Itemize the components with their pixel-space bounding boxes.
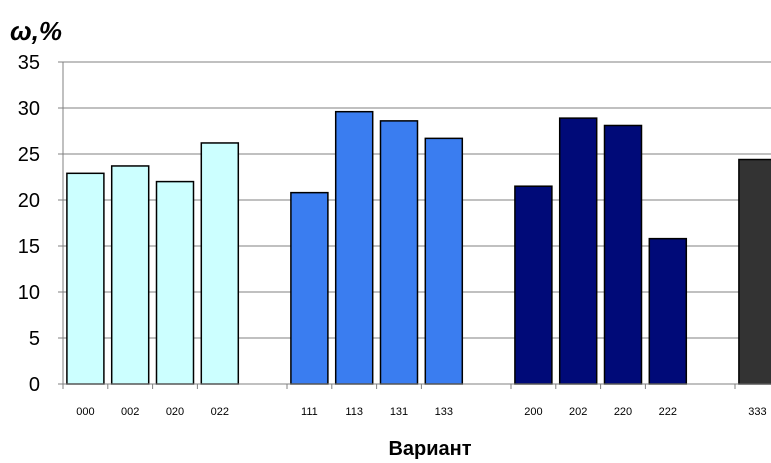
x-tick-label-000: 000 <box>76 406 94 418</box>
bar-133 <box>424 137 464 385</box>
bar-020 <box>155 180 195 385</box>
y-tick-label: 35 <box>18 52 40 74</box>
y-tick-label: 25 <box>18 144 40 166</box>
x-tick-label-111: 111 <box>301 406 318 418</box>
x-tick-label-222: 222 <box>659 406 677 418</box>
y-axis-label: ω,% <box>10 16 62 46</box>
x-tick-label-020: 020 <box>166 406 184 418</box>
x-axis-ticks: 000 002 020 022 111 113 131 133 200 202 220 222 333 <box>62 384 767 418</box>
x-axis-label: Вариант <box>388 438 471 460</box>
y-tick-label: 15 <box>18 236 40 258</box>
y-tick-label: 0 <box>29 374 40 396</box>
x-tick-label-220: 220 <box>614 406 632 418</box>
bar-131 <box>379 120 419 385</box>
bar-202 <box>558 117 598 385</box>
y-axis-ticks: 0 5 10 15 20 25 30 35 <box>18 52 63 396</box>
bar-022 <box>200 142 240 385</box>
x-tick-label-133: 133 <box>435 406 453 418</box>
bar-002 <box>110 165 150 385</box>
x-tick-label-022: 022 <box>211 406 229 418</box>
x-tick-label-002: 002 <box>121 406 139 418</box>
bar-111 <box>290 191 329 385</box>
bar-113 <box>334 110 374 385</box>
x-tick-label-200: 200 <box>524 406 542 418</box>
bar-222 <box>648 237 688 385</box>
x-tick-label-333: 333 <box>748 406 766 418</box>
x-tick-label-202: 202 <box>569 406 587 418</box>
bar-333 <box>738 158 771 385</box>
y-tick-label: 10 <box>18 282 40 304</box>
y-tick-label: 5 <box>29 328 40 350</box>
x-tick-label-131: 131 <box>390 406 408 418</box>
bar-200 <box>514 185 553 385</box>
y-tick-label: 20 <box>18 190 40 212</box>
x-tick-label-113: 113 <box>345 406 363 418</box>
bar-220 <box>603 124 643 385</box>
bars <box>66 110 771 385</box>
y-tick-label: 30 <box>18 98 40 120</box>
bar-000 <box>66 172 105 385</box>
